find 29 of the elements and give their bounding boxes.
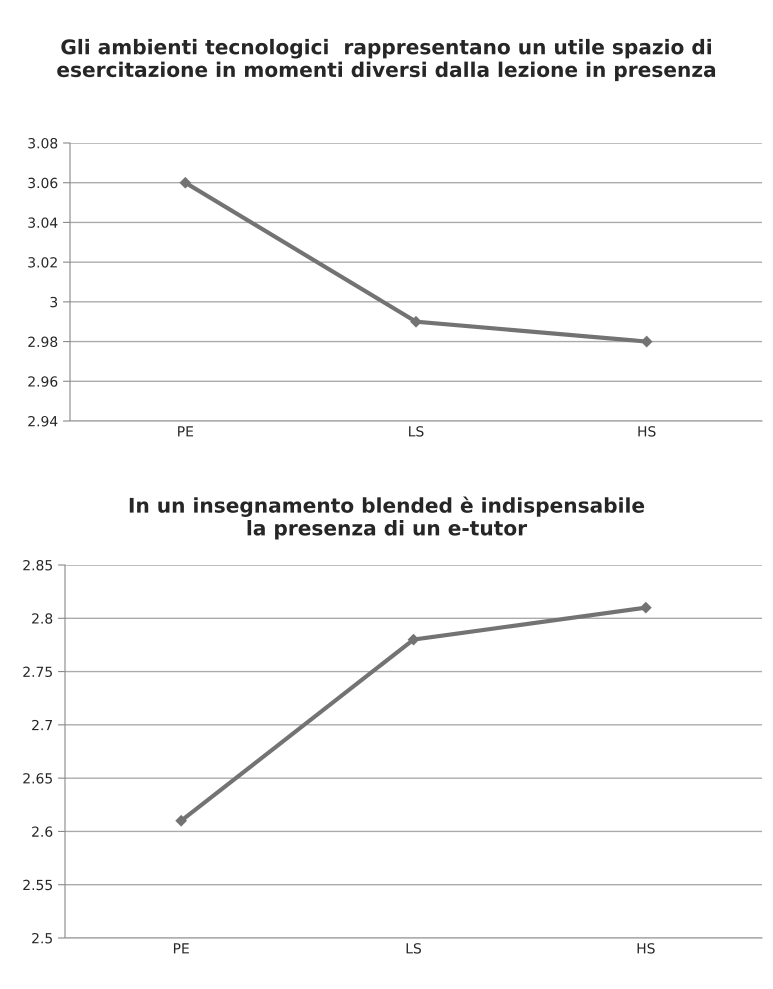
- point: [408, 634, 420, 646]
- x-tick-label: LS: [409, 426, 424, 437]
- y-tick-label: 3: [50, 296, 58, 308]
- y-tick-label: 2.94: [28, 416, 58, 426]
- point: [640, 336, 653, 348]
- point: [640, 602, 652, 614]
- y-tick-label: 2.96: [28, 376, 58, 387]
- x-tick-label: LS: [406, 943, 421, 954]
- y-tick-label: 2.85: [23, 560, 52, 570]
- y-tick-label: 2.55: [23, 880, 52, 890]
- y-tick-label: 2.7: [32, 720, 52, 730]
- point: [179, 176, 192, 189]
- y-tick-label: 2.65: [23, 773, 52, 784]
- y-tick-label: 3.08: [28, 138, 58, 148]
- x-tick-label: HS: [638, 943, 655, 954]
- x-tick-label: PE: [178, 426, 194, 436]
- chart-title: Gli ambienti tecnologici rappresentano un utile spazio di esercitazione in momenti diversi dalla lezione in presenza: [57, 38, 716, 82]
- y-tick-label: 3.02: [28, 257, 57, 268]
- chart-title: In un insegnamento blended è indispensabile la presenza di un e-tutor: [130, 496, 644, 540]
- y-tick-label: 2.5: [32, 932, 52, 944]
- y-tick-label: 2.6: [32, 826, 52, 837]
- x-tick-label: PE: [174, 943, 189, 954]
- y-tick-label: 3.04: [28, 217, 58, 228]
- y-tick-label: 2.98: [28, 336, 58, 348]
- point: [175, 814, 188, 827]
- y-tick-label: 2.75: [23, 666, 52, 678]
- x-tick-label: HS: [638, 426, 656, 437]
- y-tick-label: 2.8: [32, 613, 52, 624]
- y-tick-label: 3.06: [28, 178, 58, 188]
